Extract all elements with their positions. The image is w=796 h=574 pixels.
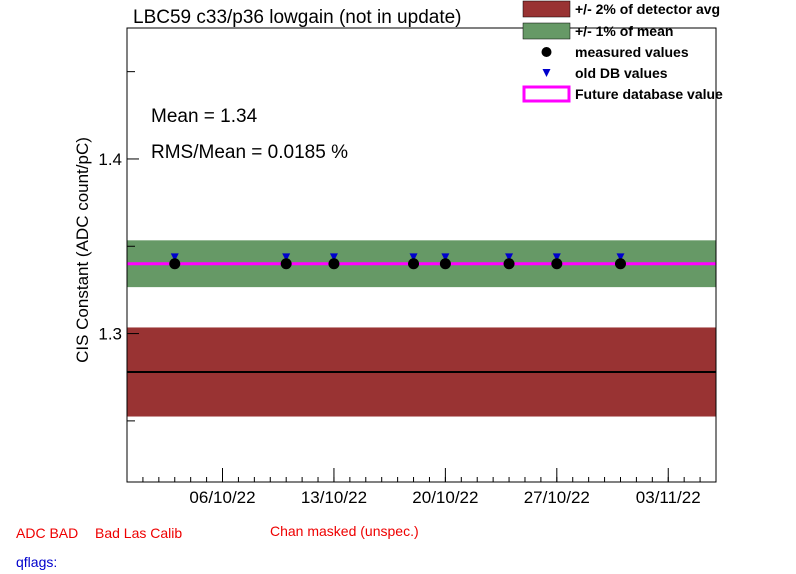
legend-label: +/- 2% of detector avg (575, 1, 720, 17)
old-db-point (505, 253, 514, 262)
chan-masked-flag: Chan masked (unspec.) (270, 523, 419, 539)
measured-point (280, 258, 292, 270)
old-db-point (616, 253, 625, 262)
old-db-point (329, 253, 338, 262)
qflags-label: qflags: (16, 554, 58, 570)
x-tick-label: 03/11/22 (636, 488, 701, 507)
measured-point (408, 258, 420, 270)
old-db-point (282, 253, 291, 262)
x-tick-label: 13/10/22 (301, 488, 367, 507)
y-tick-label: 1.3 (98, 325, 122, 344)
legend-swatch-measured (541, 47, 552, 57)
rms-annotation: RMS/Mean = 0.0185 % (151, 142, 348, 163)
legend-swatch-future-db (522, 85, 571, 103)
legend-label: +/- 1% of mean (575, 23, 673, 39)
old-db-point (170, 253, 179, 262)
old-db-point (552, 253, 561, 262)
x-tick-label: 20/10/22 (412, 488, 478, 507)
legend-label: measured values (575, 44, 689, 60)
legend-label: Future database value (575, 86, 723, 102)
measured-point (551, 258, 563, 270)
legend-swatch-old-db (542, 69, 551, 77)
bad-las-calib-flag: Bad Las Calib (95, 525, 183, 541)
old-db-point (441, 253, 450, 262)
y-tick-label: 1.4 (98, 150, 122, 169)
adc-bad-flag: ADC BAD (16, 525, 79, 541)
measured-point (328, 258, 340, 270)
measured-point (503, 258, 515, 270)
measured-point (439, 258, 451, 270)
legend-label: old DB values (575, 65, 668, 81)
x-tick-label: 27/10/22 (524, 488, 590, 507)
legend-swatch-mean-band (522, 22, 571, 40)
x-tick-label: 06/10/22 (189, 488, 255, 507)
chart-title: LBC59 c33/p36 lowgain (not in update) (133, 7, 462, 28)
old-db-point (409, 253, 418, 262)
y-axis-label: CIS Constant (ADC count/pC) (73, 137, 92, 363)
mean-annotation: Mean = 1.34 (151, 106, 258, 127)
measured-point (169, 258, 181, 270)
measured-point (614, 258, 626, 270)
legend-swatch-detector-band (522, 0, 571, 18)
plot-frame (126, 27, 717, 483)
